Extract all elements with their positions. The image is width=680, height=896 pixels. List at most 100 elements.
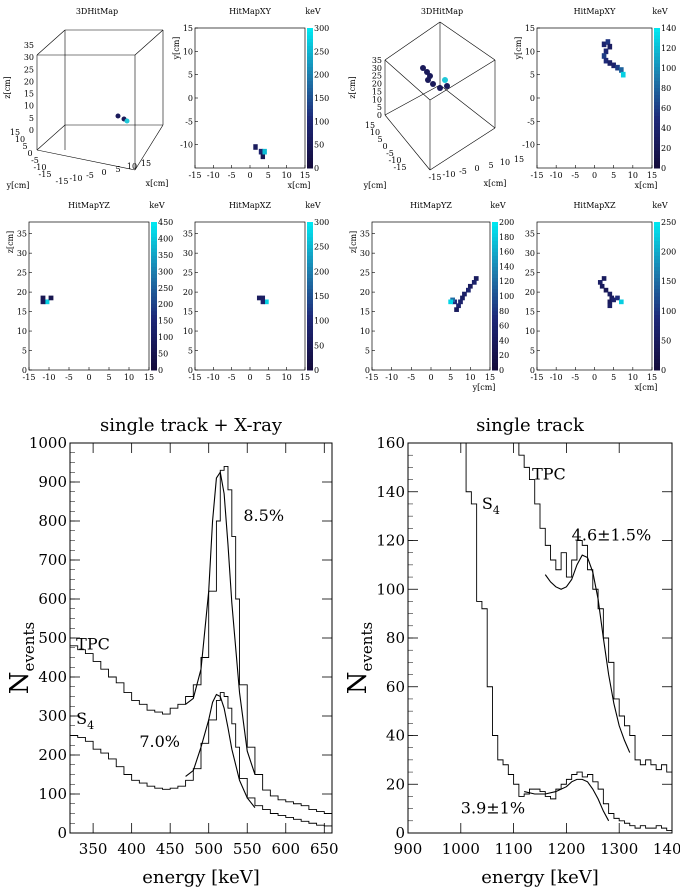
palette-step	[307, 236, 313, 241]
palette-step	[307, 28, 313, 32]
palette-step	[307, 355, 313, 360]
palette-step	[307, 344, 313, 349]
heatmap-cell	[607, 299, 613, 305]
palette-step	[492, 233, 498, 238]
palette-step	[151, 247, 157, 253]
series-tpc-fit	[544, 554, 631, 753]
palette-step	[307, 266, 313, 271]
palette-step	[654, 318, 660, 323]
y-tick-label: 25	[183, 269, 193, 278]
x-tick-label: 5	[106, 373, 111, 382]
palette-step	[492, 355, 498, 360]
palette-step	[654, 84, 660, 88]
palette-tick-label: 50	[314, 141, 324, 150]
heatmap-cell	[607, 303, 613, 309]
palette-step	[151, 270, 157, 275]
heatmap-cell	[615, 64, 620, 71]
palette-step	[151, 340, 157, 345]
palette-step	[151, 307, 157, 312]
palette-tick-label: 200	[314, 71, 329, 80]
x-tick-label: -10	[443, 170, 456, 179]
palette-tick-label: 140	[661, 24, 676, 33]
palette-step	[492, 336, 498, 341]
x-tick-label: 1000	[442, 840, 480, 858]
palette-step	[492, 366, 498, 371]
y-tick-label: 15	[365, 121, 375, 130]
heatmap-title: HitMapYZ	[68, 201, 110, 210]
palette-step	[654, 273, 660, 278]
y-tick-label: 80	[386, 629, 405, 647]
y-tick-label: 5	[188, 347, 193, 356]
z-tick-label: 5	[29, 114, 34, 123]
palette-step	[654, 122, 660, 127]
palette-tick-label: 60	[661, 104, 671, 113]
palette-tick-label: 100	[314, 117, 329, 126]
series-tpc	[513, 443, 672, 780]
palette-step	[307, 366, 313, 371]
plot-frame	[194, 221, 306, 371]
y-tick-label: -5	[527, 117, 535, 126]
y-tick-label: 15	[183, 24, 193, 33]
series-s4	[70, 692, 332, 828]
y-axis-label: z[cm]	[6, 231, 15, 254]
palette-step	[654, 321, 660, 327]
x-tick-label: -5	[86, 171, 94, 180]
x-tick-label: 5	[611, 373, 616, 382]
y-tick-label: 0	[382, 142, 387, 151]
palette-tick-label: 40	[661, 124, 671, 133]
palette-step	[654, 310, 660, 315]
heatmap-cell	[253, 144, 258, 150]
palette-step	[654, 362, 660, 367]
palette-step	[492, 299, 498, 304]
palette-step	[654, 143, 660, 148]
palette-tick-label: 180	[499, 233, 514, 242]
palette-step	[151, 273, 157, 278]
palette-step	[307, 45, 313, 50]
x-tick-label: 0	[247, 373, 252, 382]
y-tick-label: 0	[57, 824, 67, 842]
palette-step	[492, 284, 498, 290]
series-s4-fit	[185, 693, 256, 808]
heatmap-cell	[462, 291, 467, 297]
palette-step	[307, 87, 313, 92]
palette-step	[492, 303, 498, 308]
palette-tick-label: 100	[499, 292, 514, 301]
x-tick-label: -5	[65, 373, 73, 382]
palette-tick-label: 0	[158, 366, 163, 375]
z-tick-label: 20	[372, 80, 382, 89]
z-tick-label: 0	[377, 111, 382, 120]
y-tick-label: 5	[365, 347, 370, 356]
annotation-sub: 4	[87, 719, 94, 732]
x-tick-label: -15	[366, 373, 379, 382]
y-tick-label: 20	[360, 288, 370, 297]
palette-step	[307, 115, 313, 120]
palette-step	[492, 240, 498, 245]
palette-unit: keV	[305, 201, 321, 210]
palette-step	[307, 63, 313, 67]
palette-step	[492, 329, 498, 334]
palette-step	[307, 284, 313, 290]
palette-tick-label: 50	[661, 336, 671, 345]
heatmap-cell	[40, 295, 46, 301]
palette-step	[654, 91, 660, 95]
z-axis-label: z[cm]	[348, 76, 357, 99]
palette-unit: keV	[490, 201, 506, 210]
plot-frame	[194, 27, 306, 169]
palette-unit: keV	[305, 7, 321, 16]
palette-step	[307, 108, 313, 113]
palette-step	[654, 140, 660, 144]
spectrum-spec-left: single track + X-ray 350 400 450 500 550 600 65…	[5, 415, 339, 888]
y-tick-label: 5	[22, 347, 27, 356]
palette-step	[654, 52, 660, 57]
palette-tick-label: 150	[158, 317, 173, 326]
palette-step	[654, 307, 660, 312]
palette-step	[654, 63, 660, 67]
cube-edge	[439, 84, 496, 129]
palette-step	[654, 126, 660, 130]
heatmap-cell	[603, 287, 609, 293]
x-axis-label: energy [keV]	[481, 867, 599, 888]
palette-step	[307, 288, 313, 293]
palette-step	[307, 358, 313, 364]
x-tick-label: 5	[611, 171, 616, 180]
